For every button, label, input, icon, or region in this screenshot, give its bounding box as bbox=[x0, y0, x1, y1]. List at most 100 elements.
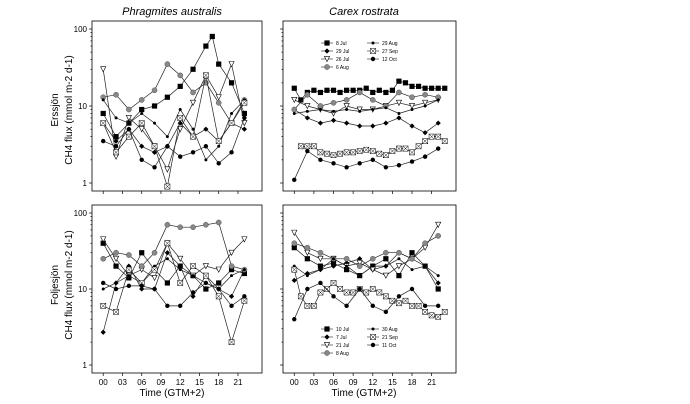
data-point bbox=[177, 72, 184, 79]
data-point bbox=[228, 120, 235, 126]
row-label-foljesjon: Foljesjön bbox=[50, 265, 61, 305]
data-point bbox=[228, 80, 235, 86]
series-line bbox=[294, 91, 439, 110]
data-point bbox=[337, 89, 343, 96]
x-tick-label: 21 bbox=[234, 378, 243, 387]
panel-3: 1 10 100 00 03 06 09 12 15 18 21 bbox=[74, 204, 263, 387]
legend-marker bbox=[370, 48, 376, 54]
x-tick-label: 00 bbox=[290, 378, 299, 387]
legend-label: 21 Jul bbox=[336, 343, 349, 349]
data-point bbox=[100, 329, 106, 335]
data-point bbox=[291, 106, 298, 113]
data-point bbox=[428, 133, 435, 140]
data-point bbox=[190, 66, 196, 72]
x-tick-label: 09 bbox=[157, 378, 166, 387]
legend-marker bbox=[324, 48, 330, 54]
series-7 bbox=[292, 146, 441, 183]
data-point bbox=[202, 263, 209, 270]
data-point bbox=[402, 145, 409, 152]
data-point bbox=[356, 106, 363, 113]
data-point bbox=[140, 111, 144, 115]
data-point bbox=[357, 161, 362, 166]
data-point bbox=[382, 272, 389, 279]
data-point bbox=[422, 91, 428, 98]
legend-label: 29 Jul bbox=[336, 49, 349, 55]
data-point bbox=[217, 144, 221, 148]
x-tick-label: 21 bbox=[427, 378, 436, 387]
data-point bbox=[203, 280, 209, 286]
legend-label: 8 Aug bbox=[336, 351, 349, 357]
data-point bbox=[410, 268, 414, 272]
data-point bbox=[139, 143, 145, 149]
data-point bbox=[409, 159, 415, 164]
data-point bbox=[311, 303, 317, 309]
data-point bbox=[429, 85, 435, 91]
data-point bbox=[317, 149, 324, 156]
data-point bbox=[317, 103, 324, 109]
x-tick-label: 00 bbox=[99, 378, 108, 387]
data-point bbox=[228, 266, 235, 273]
data-point bbox=[190, 293, 196, 299]
data-point bbox=[409, 123, 415, 129]
data-point bbox=[152, 286, 157, 292]
data-point bbox=[317, 120, 324, 126]
data-point bbox=[126, 252, 132, 258]
data-point bbox=[139, 106, 145, 113]
data-point bbox=[230, 111, 234, 115]
series-1 bbox=[100, 240, 247, 292]
legend-label: 6 Aug bbox=[336, 65, 349, 71]
data-point bbox=[203, 272, 209, 279]
data-point bbox=[330, 100, 337, 106]
data-point bbox=[151, 103, 158, 109]
series-line bbox=[294, 224, 439, 277]
data-point bbox=[100, 66, 107, 73]
data-point bbox=[396, 294, 402, 299]
data-point bbox=[371, 264, 375, 268]
data-point bbox=[215, 100, 222, 106]
y-axis-label-top: CH4 flux (mmol m-2 d-1) bbox=[64, 55, 75, 164]
data-point bbox=[229, 303, 234, 309]
data-point bbox=[100, 236, 107, 243]
data-point bbox=[383, 249, 389, 256]
data-point bbox=[369, 286, 376, 292]
data-point bbox=[177, 126, 184, 133]
series-line bbox=[102, 243, 245, 290]
series-line bbox=[293, 148, 439, 180]
series-4 bbox=[291, 233, 441, 269]
data-point bbox=[216, 161, 221, 166]
data-point bbox=[332, 257, 336, 261]
data-point bbox=[127, 121, 131, 125]
y-axis-label-bottom: CH4 flux (mmol m-2 d-1) bbox=[64, 230, 75, 339]
x-tick-label: 18 bbox=[214, 378, 223, 387]
data-point bbox=[164, 183, 171, 190]
data-point bbox=[318, 268, 322, 272]
data-point bbox=[409, 303, 415, 309]
data-point bbox=[126, 133, 132, 140]
data-point bbox=[441, 309, 448, 315]
series-4 bbox=[291, 89, 441, 113]
data-point bbox=[356, 260, 363, 267]
data-point bbox=[441, 138, 448, 144]
data-point bbox=[422, 154, 428, 159]
data-point bbox=[370, 123, 376, 129]
data-point bbox=[317, 289, 324, 296]
data-point bbox=[356, 89, 363, 96]
data-point bbox=[152, 165, 157, 170]
data-point bbox=[357, 286, 362, 292]
data-point bbox=[178, 154, 183, 159]
data-point bbox=[435, 303, 441, 309]
data-point bbox=[100, 120, 107, 126]
data-point bbox=[396, 115, 402, 121]
x-tick-label: 06 bbox=[137, 378, 146, 387]
data-point bbox=[241, 297, 248, 304]
data-point bbox=[344, 165, 349, 170]
panel-4: 00 03 06 09 12 15 18 21 10 Jul 7 Jul 21 Jul 8 Aug 30… bbox=[280, 204, 457, 387]
data-point bbox=[190, 133, 196, 140]
series-line bbox=[294, 258, 439, 277]
data-point bbox=[343, 97, 350, 103]
legend-marker bbox=[324, 334, 330, 340]
data-point bbox=[113, 144, 119, 149]
data-point bbox=[151, 87, 158, 94]
data-point bbox=[304, 249, 311, 257]
series-4 bbox=[100, 61, 248, 126]
